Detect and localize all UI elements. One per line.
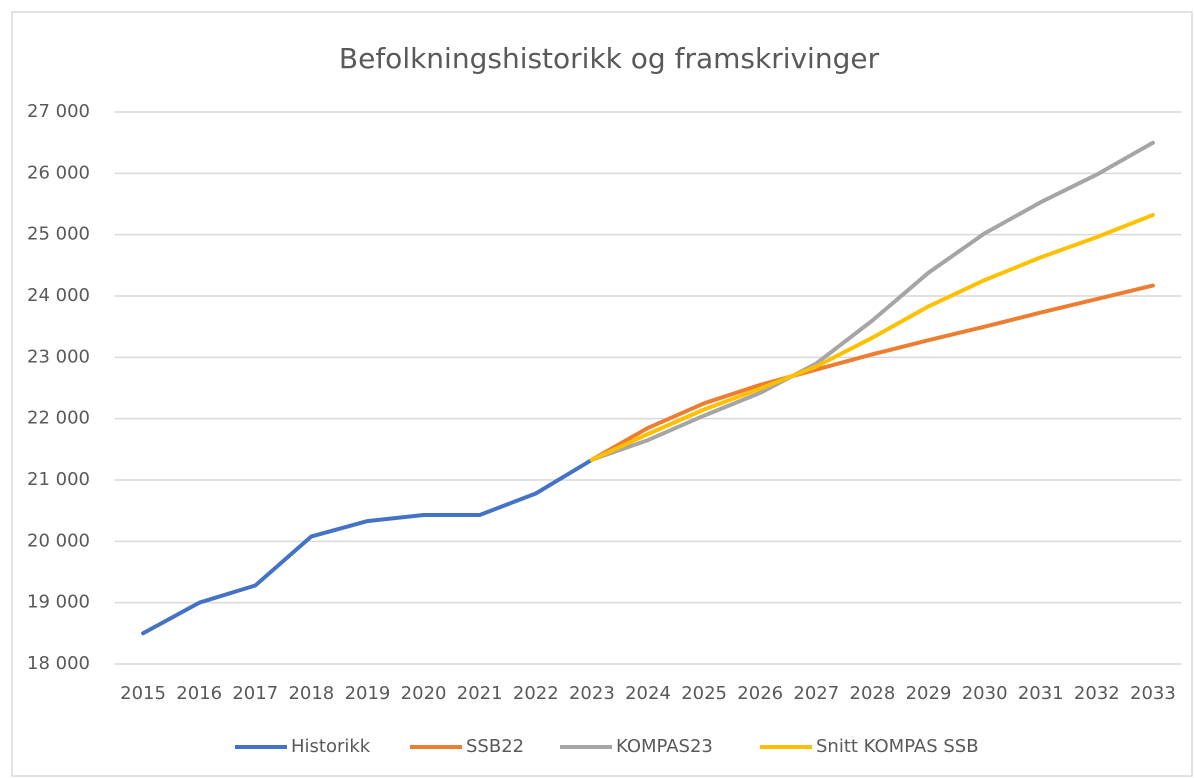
y-tick-label: 24 000 [27, 285, 90, 306]
series-line [589, 213, 1155, 462]
y-tick-label: 20 000 [27, 530, 90, 551]
x-tick-label: 2030 [962, 683, 1008, 704]
legend-label: SSB22 [466, 736, 524, 757]
x-tick-label: 2018 [288, 683, 334, 704]
series-line [589, 283, 1155, 462]
x-tick-label: 2023 [569, 683, 615, 704]
y-tick-label: 22 000 [27, 408, 90, 429]
y-tick-label: 19 000 [27, 592, 90, 613]
y-tick-label: 26 000 [27, 162, 90, 183]
x-tick-label: 2028 [850, 683, 896, 704]
x-tick-label: 2016 [176, 683, 222, 704]
y-tick-label: 21 000 [27, 469, 90, 490]
series-line [589, 140, 1155, 462]
x-tick-label: 2021 [457, 683, 503, 704]
legend-label: KOMPAS23 [616, 736, 713, 757]
x-tick-label: 2025 [681, 683, 727, 704]
y-tick-label: 27 000 [27, 101, 90, 122]
series-line [141, 457, 594, 636]
x-tick-label: 2019 [345, 683, 391, 704]
legend-label: Historikk [291, 736, 371, 757]
x-tick-label: 2024 [625, 683, 671, 704]
x-tick-label: 2027 [793, 683, 839, 704]
chart-frame [11, 11, 1193, 777]
x-tick-label: 2031 [1018, 683, 1064, 704]
x-tick-label: 2020 [401, 683, 447, 704]
x-tick-label: 2017 [232, 683, 278, 704]
y-tick-label: 18 000 [27, 653, 90, 674]
y-tick-label: 25 000 [27, 224, 90, 245]
chart-title: Befolkningshistorikk og framskrivinger [339, 42, 880, 75]
legend-label: Snitt KOMPAS SSB [816, 736, 979, 757]
x-tick-label: 2032 [1074, 683, 1120, 704]
x-tick-label: 2033 [1130, 683, 1176, 704]
x-tick-label: 2022 [513, 683, 559, 704]
x-tick-label: 2026 [737, 683, 783, 704]
x-tick-label: 2015 [120, 683, 166, 704]
x-tick-label: 2029 [906, 683, 952, 704]
y-tick-label: 23 000 [27, 346, 90, 367]
